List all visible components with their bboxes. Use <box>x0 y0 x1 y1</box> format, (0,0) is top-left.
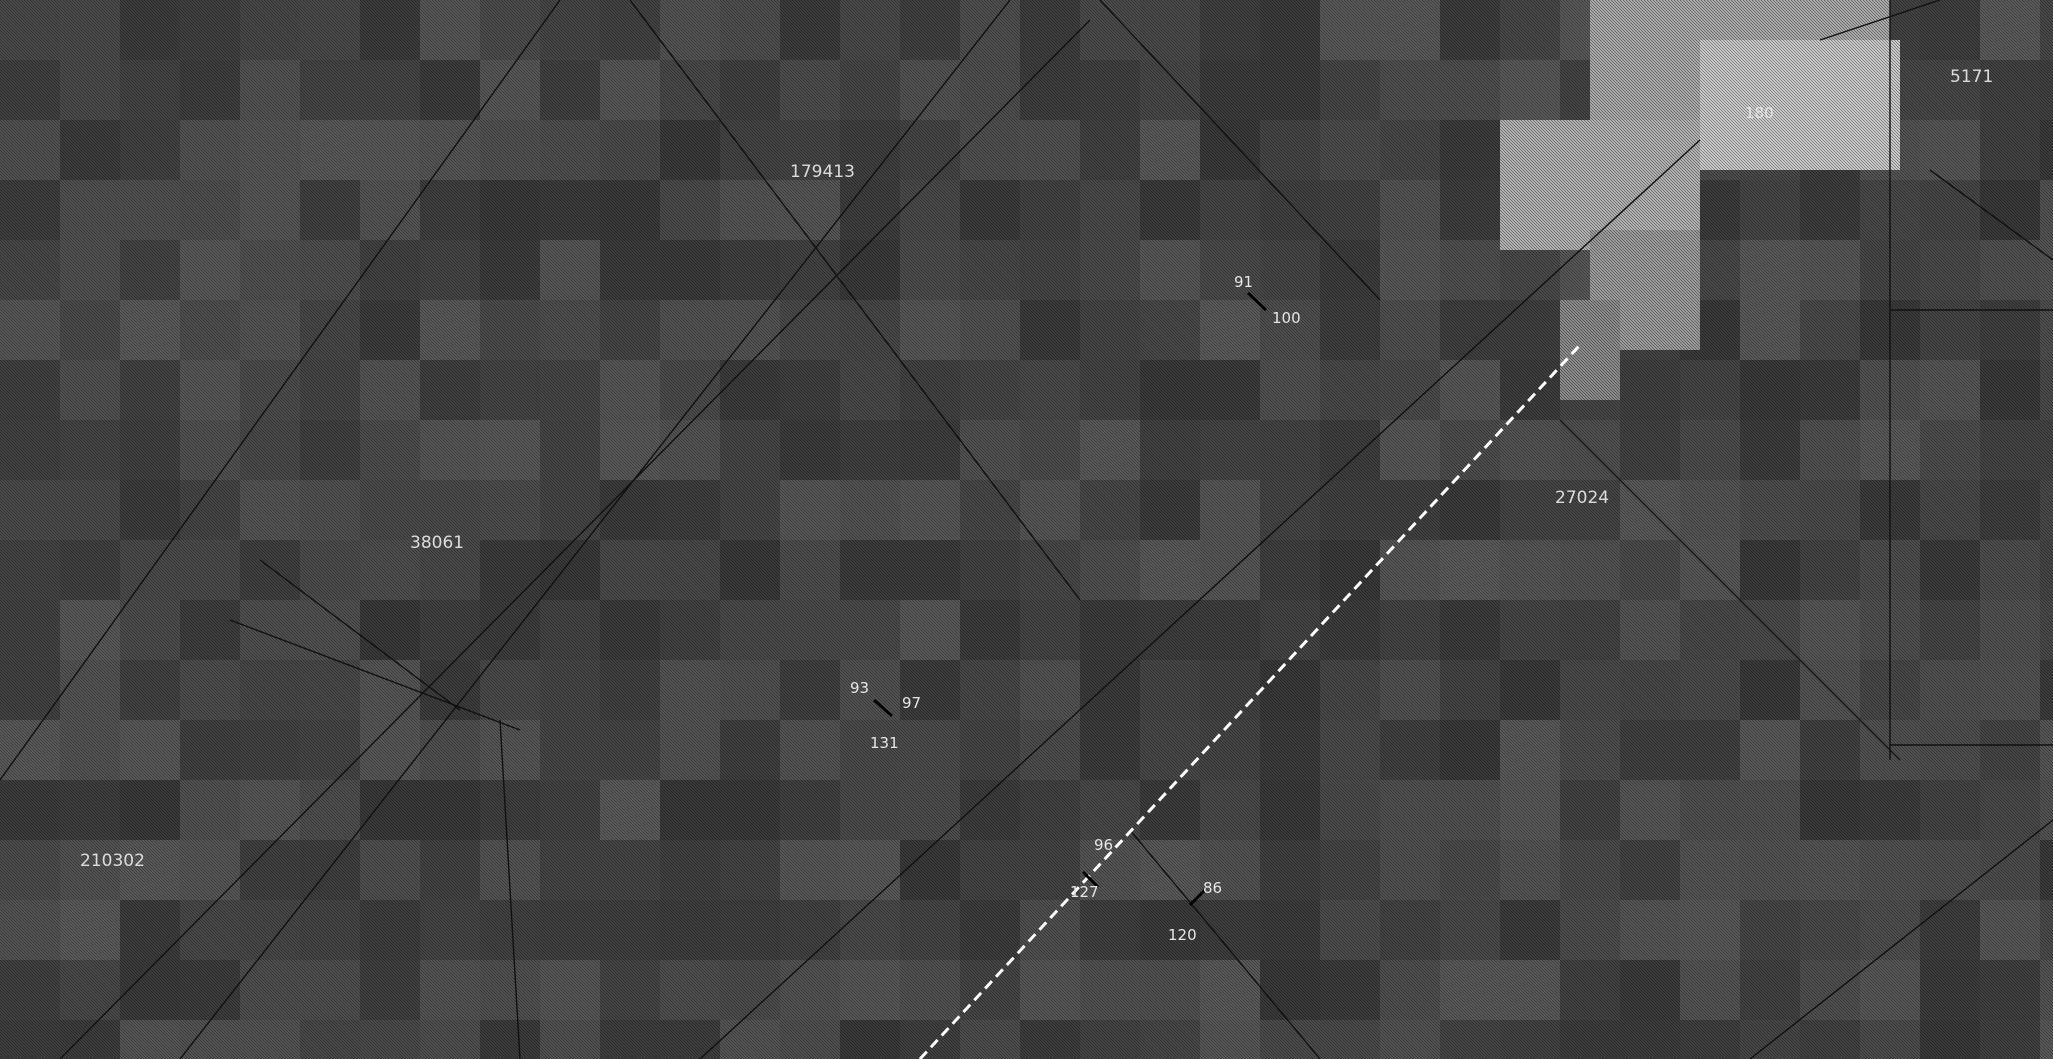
number-label-100: 100 <box>1272 309 1301 327</box>
number-label-120: 120 <box>1168 926 1197 944</box>
number-label-180: 180 <box>1745 104 1774 122</box>
number-label-127: 127 <box>1070 883 1099 901</box>
number-label-96: 96 <box>1094 836 1113 854</box>
number-label-91: 91 <box>1234 273 1253 291</box>
number-label-86: 86 <box>1203 879 1222 897</box>
route-line[interactable] <box>918 343 1582 1059</box>
number-label-97: 97 <box>902 694 921 712</box>
parcel-label-5: 5171 <box>1950 67 1993 87</box>
parcel-label-1: 179413 <box>790 162 855 182</box>
markers[interactable] <box>873 291 1268 907</box>
number-label-131: 131 <box>870 734 899 752</box>
parcel-label-4: 27024 <box>1555 488 1609 508</box>
parcel-label-2: 38061 <box>410 533 464 553</box>
parcel-label-3: 210302 <box>80 851 145 871</box>
number-label-93: 93 <box>850 679 869 697</box>
